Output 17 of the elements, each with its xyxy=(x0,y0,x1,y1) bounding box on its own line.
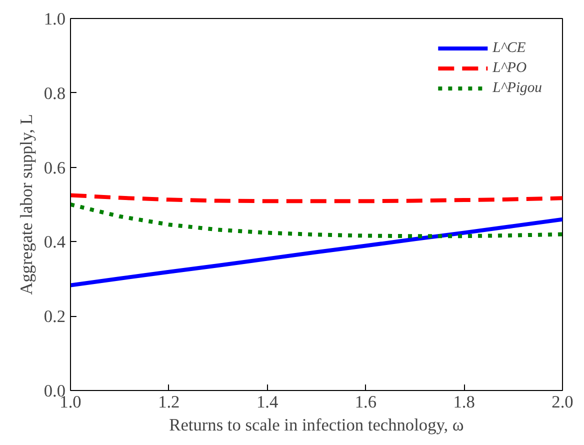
x-tick-label: 1.6 xyxy=(354,392,377,412)
y-tick-label: 0.6 xyxy=(44,158,66,178)
y-axis-title: Aggregate labor supply, L xyxy=(16,114,36,295)
line-series xyxy=(70,202,562,238)
x-tick-label: 1.4 xyxy=(256,392,278,412)
y-tick-label: 0.8 xyxy=(44,84,66,103)
x-tick-label: 1.2 xyxy=(158,392,180,412)
y-tick-label: 1.0 xyxy=(44,10,66,28)
line-series xyxy=(70,217,562,288)
legend-label: L^Pigou xyxy=(492,80,542,96)
x-tick-label: 2.0 xyxy=(552,392,574,412)
legend-label: L^PO xyxy=(492,60,527,76)
x-axis-title: Returns to scale in infection technology, ω xyxy=(169,416,464,434)
legend-label: L^CE xyxy=(492,40,526,56)
y-tick-label: 0.2 xyxy=(44,307,66,326)
x-tick-label: 1.8 xyxy=(453,392,475,412)
y-tick-label: 0.4 xyxy=(44,232,66,252)
